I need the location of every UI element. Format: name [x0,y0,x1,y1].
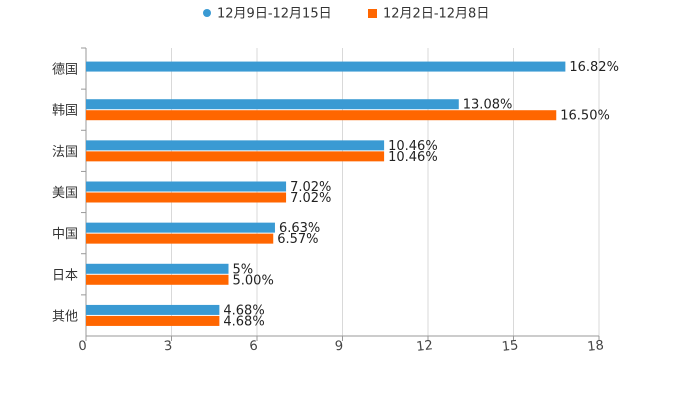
data-label-series-1: 4.68% [223,303,264,318]
legend: 12月9日-12月15日 12月2日-12月8日 [203,7,489,22]
data-label-series-2: 6.57% [277,232,318,247]
x-tick-label: 6 [249,339,259,355]
category-label: 其他 [52,309,78,324]
bar-series-1 [86,263,229,274]
bar-series-2 [86,274,229,285]
x-tick-label: 12 [416,338,434,355]
data-label-series-1: 10.46% [388,139,438,154]
legend-marker-series-1 [203,9,211,17]
bar-series-1 [86,140,385,151]
bar-series-2 [86,192,287,203]
bar-series-2 [86,110,557,121]
category-label: 韩国 [52,104,78,119]
bar-series-1 [86,99,459,110]
bar-series-1 [86,304,220,315]
category-label: 中国 [52,227,78,242]
data-label-series-2: 10.46% [388,150,438,165]
bar-series-2 [86,315,220,326]
legend-label-series-2: 12月2日-12月8日 [383,7,489,22]
data-label-series-2: 16.50% [560,109,610,124]
data-label-series-1: 13.08% [463,98,513,113]
bar-series-2 [86,151,385,162]
category-label: 德国 [52,63,78,78]
data-label-series-1: 7.02% [290,180,331,195]
x-tick-label: 9 [334,339,344,355]
bar-series-1 [86,61,566,72]
x-tick-label: 15 [501,338,519,355]
gridlines [85,48,600,337]
x-tick-label: 18 [587,338,605,355]
x-axis-ticks: 0 3 6 9 12 15 18 [78,336,605,355]
legend-label-series-1: 12月9日-12月15日 [217,7,332,22]
bar-series-1 [86,222,275,233]
data-label-series-1: 16.82% [569,60,619,75]
x-tick-label: 0 [78,339,88,355]
category-label: 日本 [52,268,78,283]
data-label-series-2: 7.02% [290,191,331,206]
bar-series-1 [86,181,287,192]
legend-marker-series-2 [368,9,377,18]
data-label-series-1: 6.63% [279,221,320,236]
bar-series-2 [86,233,274,244]
bars: 16.82% 13.08% 16.50% 10.46%10.46% 7.02%7.02%… [86,60,619,329]
category-label: 美国 [52,186,78,201]
data-label-series-2: 4.68% [223,314,264,329]
data-label-series-2: 5.00% [233,273,274,288]
data-label-series-1: 5% [233,262,254,277]
category-label: 法国 [52,145,78,160]
x-tick-label: 3 [163,339,173,355]
